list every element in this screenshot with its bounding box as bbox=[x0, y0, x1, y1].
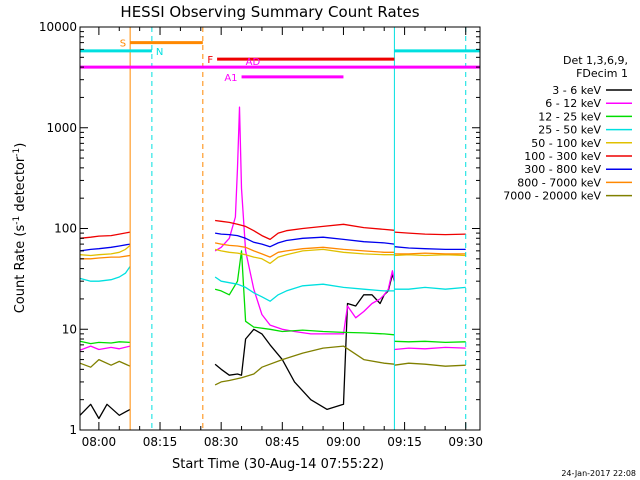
series-line-8-2 bbox=[394, 362, 466, 367]
series-line-0-0 bbox=[79, 403, 131, 420]
series-line-6-1 bbox=[214, 232, 395, 248]
plot-area: S N F AD A1 bbox=[79, 27, 480, 430]
y-tick-label-4: 10000 bbox=[39, 20, 77, 34]
series-line-1-2 bbox=[394, 346, 466, 351]
flag-label-0: S bbox=[120, 39, 126, 50]
series-line-7-0 bbox=[80, 254, 131, 260]
series-line-6-0 bbox=[79, 243, 131, 252]
legend-label-3: 25 - 50 keV bbox=[538, 124, 601, 137]
series-line-1-1 bbox=[214, 106, 396, 335]
y-axis-label: Count Rate (s-1 detector-1) bbox=[12, 143, 28, 314]
chart-title: HESSI Observing Summary Count Rates bbox=[120, 3, 419, 21]
series-line-4-2 bbox=[394, 254, 466, 257]
legend-label-4: 50 - 100 keV bbox=[531, 137, 601, 150]
series-line-5-0 bbox=[79, 231, 131, 239]
x-tick-label-0: 08:00 bbox=[82, 435, 117, 449]
x-tick-label-5: 09:15 bbox=[387, 435, 422, 449]
series-line-3-2 bbox=[394, 286, 466, 290]
series-line-5-2 bbox=[394, 231, 466, 236]
x-tick-label-2: 08:30 bbox=[204, 435, 239, 449]
series-line-5-1 bbox=[215, 219, 395, 241]
x-tick-label-3: 08:45 bbox=[265, 435, 300, 449]
flag-label-5: A1 bbox=[224, 73, 237, 84]
series-line-6-2 bbox=[394, 246, 466, 251]
legend-label-6: 300 - 800 keV bbox=[524, 163, 601, 176]
y-tick-label-1: 10 bbox=[62, 322, 77, 336]
legend-label-2: 12 - 25 keV bbox=[538, 110, 601, 123]
series-line-2-0 bbox=[79, 340, 131, 345]
y-tick-label-3: 1000 bbox=[46, 121, 77, 135]
y-axis-label-main: Count Rate (s bbox=[13, 225, 28, 314]
y-axis-label-exponent-2: -1 bbox=[12, 148, 22, 157]
series-line-3-1 bbox=[214, 276, 395, 302]
y-axis-label-exponent: -1 bbox=[12, 216, 22, 225]
series-line-2-1 bbox=[214, 250, 395, 336]
series-line-7-1 bbox=[214, 242, 395, 258]
series-line-1-0 bbox=[79, 345, 131, 351]
footer-timestamp: 24-Jan-2017 22:08 bbox=[561, 469, 636, 478]
series-line-4-1 bbox=[214, 248, 395, 265]
series-line-3-0 bbox=[79, 266, 131, 282]
flag-label-3: F bbox=[207, 55, 213, 66]
x-tick-label-1: 08:15 bbox=[143, 435, 178, 449]
axes: 08:00 08:15 08:30 08:45 09:00 09:15 09:30 1 10 10… bbox=[39, 20, 483, 449]
y-tick-label-0: 1 bbox=[69, 423, 77, 437]
x-tick-label-4: 09:00 bbox=[326, 435, 361, 449]
flag-label-1: N bbox=[156, 47, 163, 58]
legend-label-7: 800 - 7000 keV bbox=[517, 176, 601, 189]
series-line-8-0 bbox=[79, 358, 131, 368]
legend-label-5: 100 - 300 keV bbox=[524, 150, 601, 163]
legend-label-1: 6 - 12 keV bbox=[545, 97, 601, 110]
x-axis-label: Start Time (30-Aug-14 07:55:22) bbox=[172, 457, 384, 472]
legend-header-1: FDecim 1 bbox=[576, 67, 628, 80]
y-axis-label-close: ) bbox=[13, 143, 28, 148]
x-tick-label-6: 09:30 bbox=[448, 435, 483, 449]
series-line-2-2 bbox=[394, 340, 466, 344]
series-line-7-2 bbox=[394, 252, 466, 255]
legend-header-0: Det 1,3,6,9, bbox=[563, 54, 628, 67]
series-line-4-0 bbox=[79, 244, 131, 257]
series-line-8-1 bbox=[214, 345, 395, 386]
legend-label-8: 7000 - 20000 keV bbox=[503, 190, 601, 203]
legend-label-0: 3 - 6 keV bbox=[552, 84, 601, 97]
y-tick-label-2: 100 bbox=[54, 222, 77, 236]
y-axis-label-unit: detector bbox=[13, 156, 28, 216]
flag-label-4: AD bbox=[246, 57, 261, 68]
series-line-0-1 bbox=[214, 273, 396, 411]
